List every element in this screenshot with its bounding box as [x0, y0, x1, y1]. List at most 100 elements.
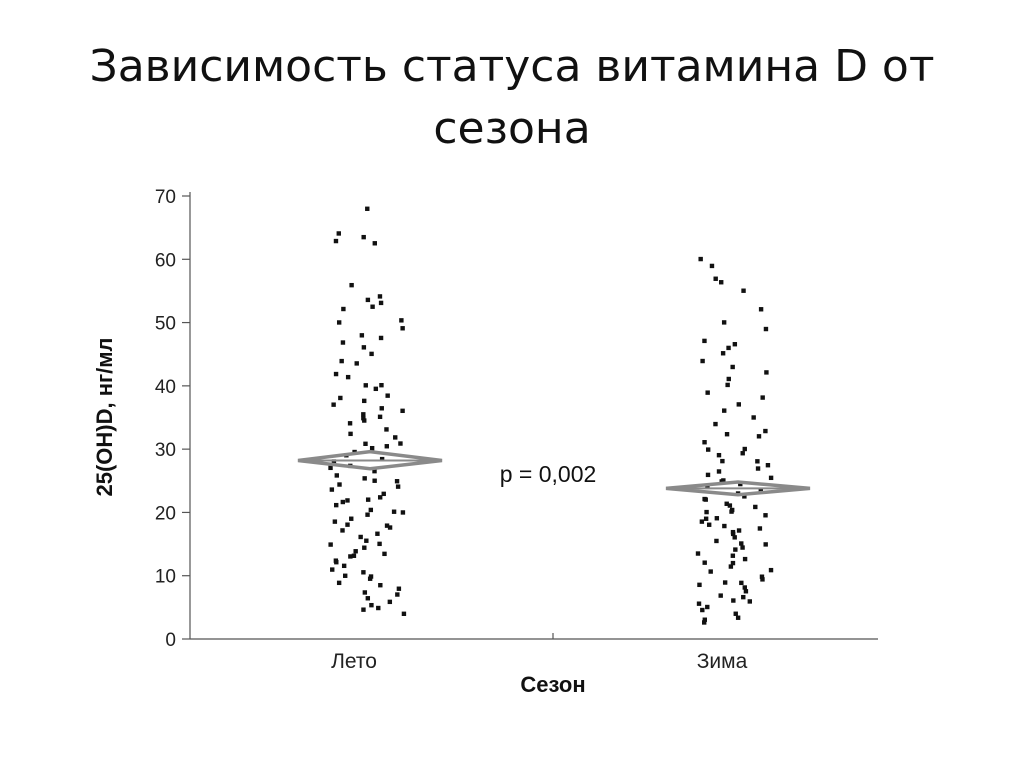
data-point — [377, 495, 383, 500]
data-point — [384, 427, 389, 432]
data-point — [743, 589, 749, 594]
data-point — [706, 522, 712, 527]
data-point — [732, 535, 737, 540]
data-point — [720, 351, 726, 356]
data-point — [757, 526, 763, 531]
data-point — [363, 383, 368, 388]
data-point — [377, 414, 383, 420]
slide-title-line-2: сезона — [433, 103, 591, 154]
data-point — [726, 345, 731, 351]
data-point — [751, 415, 756, 420]
data-point — [742, 585, 747, 590]
data-point — [722, 580, 728, 585]
data-point — [742, 446, 747, 452]
data-point — [348, 431, 353, 437]
data-point — [341, 563, 347, 569]
data-point — [738, 481, 743, 487]
data-point — [362, 476, 367, 481]
data-point — [328, 542, 333, 547]
data-point — [699, 519, 705, 524]
data-point — [709, 263, 715, 269]
chart-points — [328, 206, 774, 625]
data-point — [705, 390, 710, 395]
y-axis-title: 25(OH)D, нг/мл — [92, 337, 117, 496]
data-point — [387, 525, 393, 530]
data-point — [330, 567, 335, 572]
data-point — [378, 583, 383, 588]
data-point — [353, 549, 358, 554]
data-point — [713, 421, 718, 427]
data-point — [758, 488, 763, 493]
data-point — [739, 580, 744, 586]
data-point — [726, 376, 731, 382]
data-point — [714, 538, 719, 544]
data-point — [393, 435, 398, 440]
data-point — [379, 382, 384, 388]
data-point — [763, 326, 769, 332]
data-point — [362, 398, 367, 404]
data-point — [354, 361, 359, 366]
data-point — [730, 364, 735, 370]
data-point — [742, 494, 747, 499]
data-point — [381, 491, 386, 497]
data-point — [375, 531, 380, 536]
x-category-label: Зима — [697, 650, 748, 673]
data-point — [736, 402, 741, 407]
data-point — [345, 522, 350, 527]
data-point — [760, 395, 765, 400]
chart-mean-markers — [297, 449, 811, 497]
data-point — [740, 451, 745, 456]
data-point — [336, 580, 342, 586]
data-point — [328, 465, 333, 471]
data-point — [724, 501, 729, 506]
data-point — [736, 528, 742, 533]
data-point — [700, 607, 705, 613]
data-point — [765, 463, 771, 468]
p-value-annotation: p = 0,002 — [500, 461, 597, 487]
data-point — [696, 601, 702, 606]
data-point — [364, 538, 369, 543]
data-point — [400, 326, 405, 331]
data-point — [365, 206, 370, 211]
data-point — [703, 497, 708, 502]
data-point — [349, 282, 354, 288]
data-point — [401, 611, 407, 616]
data-point — [385, 393, 390, 398]
data-point — [332, 519, 338, 524]
data-point — [377, 541, 382, 547]
data-point — [365, 596, 371, 601]
data-point — [741, 288, 746, 293]
data-point — [713, 276, 718, 281]
y-tick-label: 50 — [155, 314, 176, 335]
data-point — [379, 406, 384, 411]
data-point — [741, 594, 746, 600]
data-point — [719, 280, 724, 285]
data-point — [372, 241, 377, 246]
data-point — [756, 434, 762, 439]
data-point — [747, 599, 753, 604]
data-point — [338, 395, 343, 401]
data-point — [373, 386, 379, 392]
data-point — [384, 523, 390, 528]
data-point — [697, 582, 702, 588]
data-point — [730, 529, 736, 535]
data-point — [716, 469, 722, 474]
data-point — [336, 231, 341, 236]
data-point — [705, 447, 711, 452]
data-point — [730, 560, 736, 566]
data-point — [378, 300, 384, 306]
data-point — [722, 408, 727, 413]
data-point — [382, 551, 387, 557]
data-point — [337, 482, 342, 487]
data-point — [727, 503, 733, 508]
data-point — [763, 542, 768, 547]
data-point — [705, 604, 710, 610]
data-point — [365, 497, 371, 502]
data-point — [361, 412, 366, 417]
data-point — [345, 374, 351, 380]
data-point — [702, 620, 707, 625]
data-point — [735, 615, 741, 620]
data-point — [716, 452, 722, 458]
data-point — [705, 472, 711, 478]
data-point — [331, 459, 337, 464]
